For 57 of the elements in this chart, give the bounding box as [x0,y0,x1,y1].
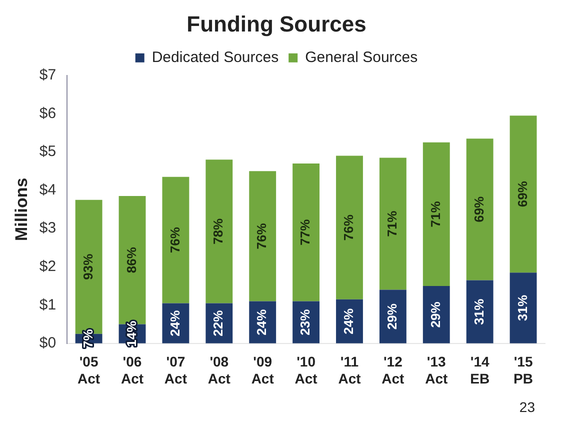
annotation: 31% [471,298,486,325]
x-tick-label: '09 Act [251,354,274,386]
x-tick-label: '15 PB [514,354,534,386]
annotation: 93% [80,253,96,280]
x-tick-label: '07 Act [164,354,188,386]
annotation: 76% [254,222,270,250]
bar [162,176,190,304]
y-tick-label: $7 [39,66,56,84]
x-tick-label: '10 Act [294,354,318,386]
annotation: 71% [428,200,443,228]
x-tick-label: '05 Act [78,354,100,386]
y-tick-label: $2 [39,258,56,275]
bar [422,142,450,286]
x-tick-label: '13 Act [425,354,448,386]
bar [249,171,276,302]
y-tick-label: $0 [39,334,56,352]
annotation: 24% [167,310,182,336]
x-tick-label: '12 Act [382,354,405,386]
annotation: 29% [428,301,443,328]
bar [379,158,406,290]
bar [510,272,537,344]
bar [336,156,363,300]
text: 23 [519,399,535,415]
annotation: 22% [210,310,226,336]
annotation: 24% [254,308,270,336]
annotation: 86% [124,246,139,274]
bar [510,116,537,273]
bar [466,138,494,280]
annotation: 24% [341,308,356,334]
bar [206,160,233,304]
y-tick-label: $6 [39,104,56,122]
legend-label: Dedicated Sources [152,49,279,66]
annotation: 76% [341,214,356,241]
y-tick-label: $1 [39,296,56,314]
y-tick-label: $4 [39,181,56,198]
bar [422,286,450,344]
annotation: 31% [514,294,530,321]
bar [466,280,494,344]
x-tick-label: '06 Act [120,354,144,386]
y-tick-label: $3 [39,220,56,237]
x-tick-label: '14 EB [470,354,490,386]
y-axis-title: Millions [12,178,31,242]
legend-label: General Sources [305,49,418,66]
chart-title: Funding Sources [186,11,366,36]
x-tick-label: '11 Act [338,354,362,386]
x-tick-label: '08 Act [208,354,231,386]
annotation: 69% [471,196,486,222]
annotation: 29% [384,303,400,330]
annotation: 78% [210,218,226,244]
bar [292,163,320,302]
annotation: 23% [298,308,313,336]
annotation: 69% [514,180,530,208]
y-tick-label: $5 [39,143,56,160]
annotation: 71% [384,210,400,237]
annotation: 14% [124,320,139,347]
annotation: 77% [298,218,313,246]
annotation: 76% [167,226,182,254]
